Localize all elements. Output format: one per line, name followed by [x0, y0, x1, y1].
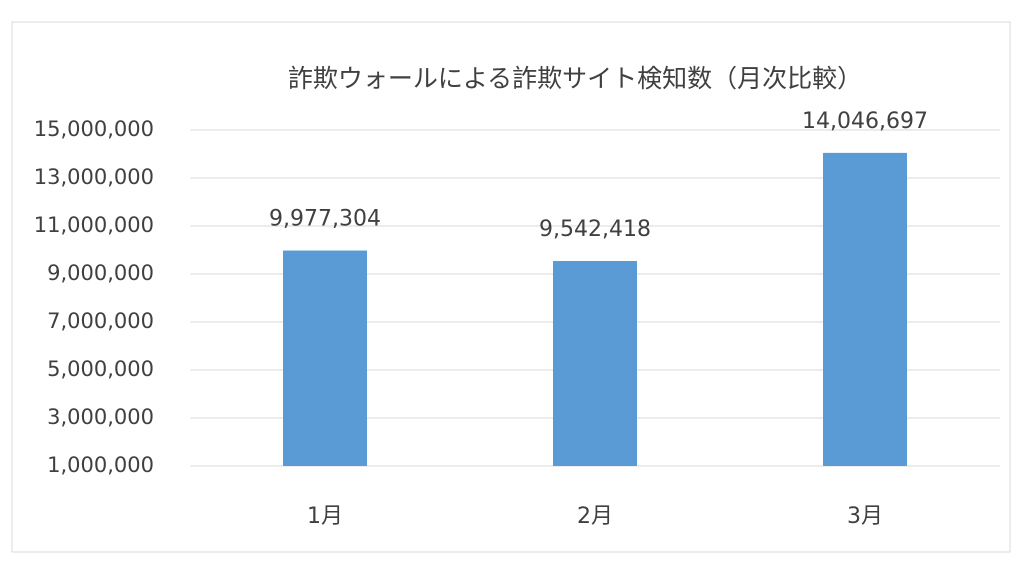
x-tick-label: 3月 — [847, 504, 883, 529]
data-label: 14,046,697 — [802, 109, 928, 134]
x-tick-label: 2月 — [577, 504, 613, 529]
y-tick-label: 3,000,000 — [47, 405, 154, 429]
y-tick-label: 5,000,000 — [47, 357, 154, 381]
y-tick-label: 9,000,000 — [47, 261, 154, 285]
chart-title: 詐欺ウォールによる詐欺サイト検知数（月次比較） — [288, 64, 862, 93]
y-tick-label: 13,000,000 — [34, 165, 154, 189]
x-tick-label: 1月 — [307, 504, 343, 529]
y-tick-label: 11,000,000 — [34, 213, 154, 237]
y-tick-label: 1,000,000 — [47, 453, 154, 477]
y-tick-label: 7,000,000 — [47, 309, 154, 333]
y-tick-label: 15,000,000 — [34, 117, 154, 141]
bar — [823, 152, 907, 466]
bar — [553, 260, 637, 466]
data-label: 9,542,418 — [539, 217, 651, 242]
data-label: 9,977,304 — [269, 207, 381, 232]
bar — [283, 250, 367, 466]
